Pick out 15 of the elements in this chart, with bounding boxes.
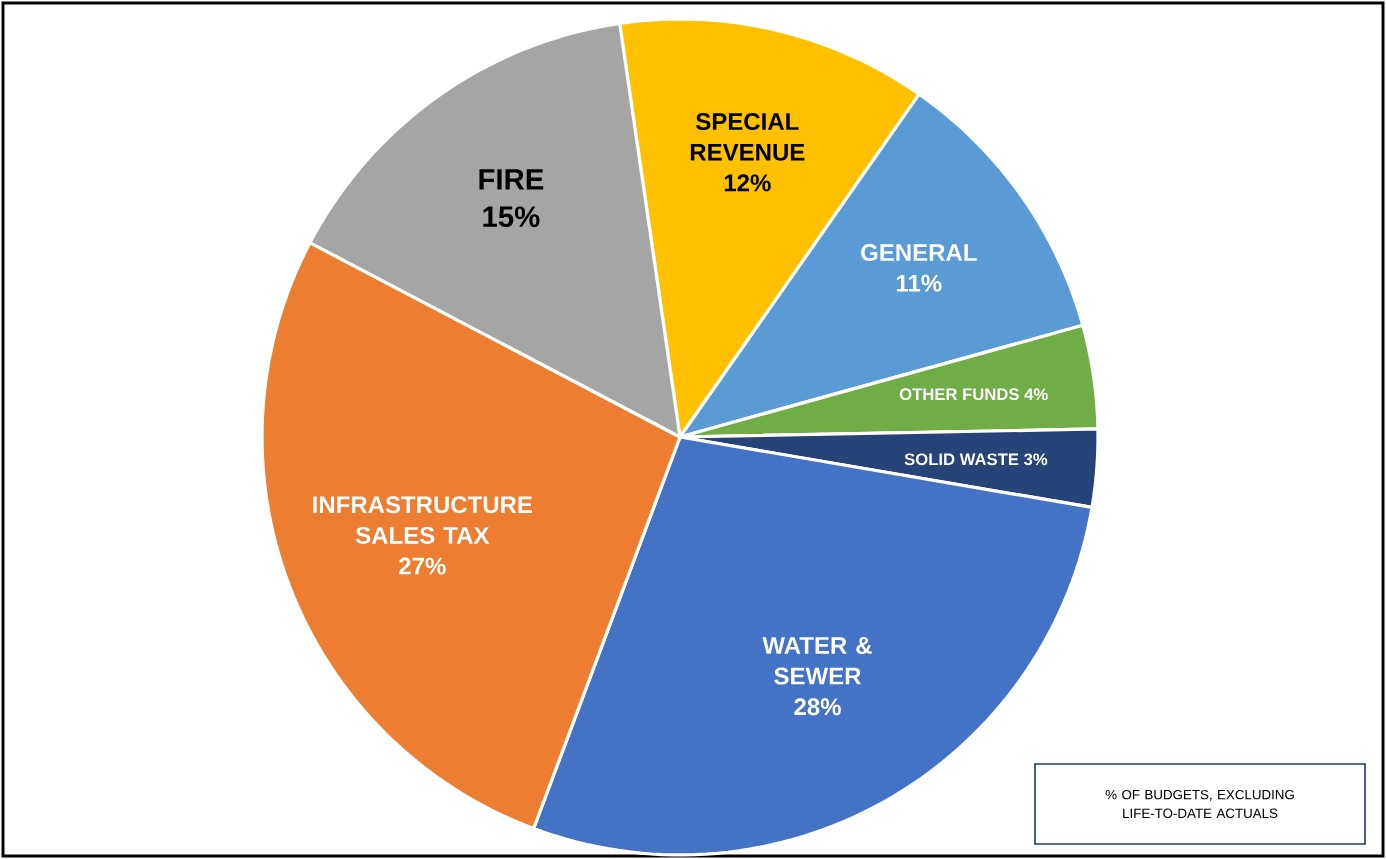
slice-label: FIRE [479,169,544,190]
data-label: 28% [794,698,841,716]
data-label: 11% [896,274,942,292]
slice-label: OTHER FUNDS [899,388,1019,401]
data-label: 12% [724,174,771,192]
data-label: 3% [1023,453,1048,466]
slice-label: SPECIAL REVENUE [690,113,805,161]
slice-label: WATER & SEWER [762,637,872,685]
text: % OF BUDGETS, EXCLUDING LIFE-TO-DATE ACTUALS [1105,789,1294,819]
data-label: 15% [483,206,540,228]
slice-label: INFRASTRUCTURE SALES TAX [313,496,533,544]
slice-label: SOLID WASTE [904,453,1019,466]
data-label: 27% [399,557,446,575]
slice-label: GENERAL [861,244,977,262]
data-label: 4% [1024,388,1048,401]
